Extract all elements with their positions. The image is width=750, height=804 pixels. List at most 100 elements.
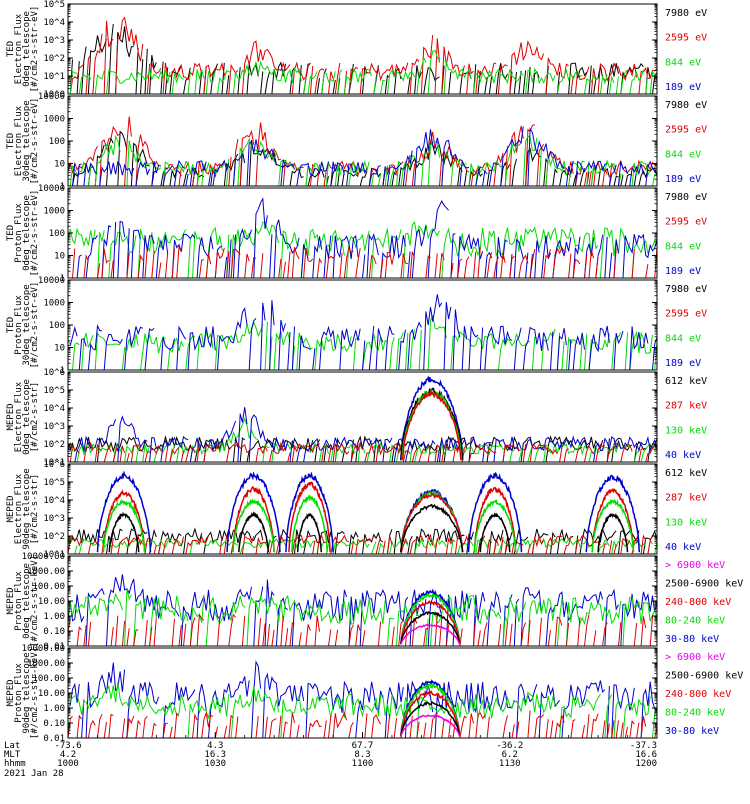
y-axis-label: TED xyxy=(6,41,16,57)
y-tick-label: 10 xyxy=(54,160,65,170)
dome-red xyxy=(400,600,461,645)
y-axis-label: Proton Flux xyxy=(14,663,24,723)
series-blue-trace xyxy=(68,574,657,646)
x-tick-label-lat: 4.3 xyxy=(207,741,223,751)
legend-entry: 130 keV xyxy=(665,517,707,528)
legend-entry: 240-800 keV xyxy=(665,597,731,608)
y-axis-label: MEPED xyxy=(6,587,16,614)
y-tick-label: 1.00 xyxy=(43,612,65,622)
y-axis-label: MEPED xyxy=(6,403,16,430)
panel-frame xyxy=(67,279,658,371)
dome-blue xyxy=(585,474,641,553)
y-axis-label: [#/cm2-s-str-eV] xyxy=(30,190,40,277)
y-tick-label: 10^5 xyxy=(43,386,65,396)
dome-green xyxy=(400,682,461,737)
y-axis-label: [#/cm2-s-str-eV] xyxy=(30,98,40,185)
dome-blue xyxy=(467,471,523,553)
legend-entry: 287 keV xyxy=(665,401,707,412)
y-tick-label: 10 xyxy=(54,252,65,262)
legend-entry: 80-240 keV xyxy=(665,708,725,719)
y-tick-label: 1000 xyxy=(43,207,65,217)
legend-entry: 7980 eV xyxy=(665,192,707,203)
panel-meped-proton-90deg: 0.01 0.10 1.00 10.00 100.00 1000.00 10000.00 ME… xyxy=(6,644,743,744)
y-tick-label: 10^2 xyxy=(43,54,65,64)
series-blue-trace xyxy=(68,294,657,370)
series-red-trace xyxy=(68,710,657,738)
panel-data xyxy=(68,660,657,738)
series-red-trace xyxy=(68,116,657,186)
legend-entry: 30-80 keV xyxy=(665,634,719,645)
x-tick-label-hhmm: 1000 xyxy=(57,759,79,769)
y-tick-label: 1 xyxy=(60,182,65,192)
dome-red xyxy=(102,488,146,553)
legend-entry: 189 eV xyxy=(665,266,701,277)
dome-black xyxy=(400,611,461,645)
legend-entry: 2500-6900 keV xyxy=(665,579,743,590)
x-tick-label-hhmm: 1200 xyxy=(635,759,657,769)
panel-data xyxy=(68,470,657,554)
y-axis-label: [#/cm2-s-str] xyxy=(30,382,40,452)
y-axis-label: [#/cm2-s-str-keV] xyxy=(30,555,40,647)
y-axis-label: TED xyxy=(6,225,16,241)
y-tick-label: 10^6 xyxy=(43,460,65,470)
y-tick-label: 0.10 xyxy=(43,719,65,729)
series-green-trace xyxy=(68,682,657,738)
series-green-trace xyxy=(69,49,657,94)
y-axis-label: Electron Flux xyxy=(14,13,24,84)
dome-red xyxy=(401,389,462,461)
y-tick-label: 100.00 xyxy=(32,582,65,592)
y-tick-label: 10^5 xyxy=(43,0,65,10)
y-axis-label: MEPED xyxy=(6,679,16,706)
panel-data xyxy=(69,16,657,94)
y-tick-label: 10000 xyxy=(38,184,65,194)
y-axis-label: Proton Flux xyxy=(14,203,24,263)
y-axis-label: Proton Flux xyxy=(14,571,24,631)
panel-meped-proton-0deg: 0.01 0.10 1.00 10.00 100.00 1000.00 10000.00 ME… xyxy=(6,552,743,652)
legend-entry: 287 keV xyxy=(665,493,707,504)
series-red-trace xyxy=(72,244,657,278)
y-axis-label: 90deg telescope xyxy=(22,652,32,733)
legend-entry: 130 keV xyxy=(665,425,707,436)
y-axis-label: MEPED xyxy=(6,495,16,522)
y-tick-label: 10000 xyxy=(38,92,65,102)
y-tick-label: 1000.00 xyxy=(27,659,65,669)
dome-black xyxy=(238,511,270,553)
legend-entry: 40 keV xyxy=(665,450,701,461)
y-tick-label: 0.01 xyxy=(43,642,65,652)
y-tick-label: 10^2 xyxy=(43,532,65,542)
panel-data xyxy=(68,197,657,278)
panel-frame xyxy=(67,463,658,555)
y-tick-label: 10000 xyxy=(38,276,65,286)
dome-green xyxy=(400,592,461,645)
y-axis-label: 0deg telescope xyxy=(22,11,32,87)
y-tick-label: 10^0 xyxy=(43,90,65,100)
dome-black xyxy=(400,387,464,461)
y-tick-label: 10^6 xyxy=(43,368,65,378)
panel-frame xyxy=(67,187,658,279)
legend-entry: 844 eV xyxy=(665,241,701,252)
x-tick-label-hhmm: 1030 xyxy=(204,759,226,769)
y-tick-label: 10^3 xyxy=(43,422,65,432)
x-tick-label-mlt: 4.2 xyxy=(60,750,76,760)
dome-red xyxy=(400,491,464,553)
y-axis-label: Electron Flux xyxy=(14,473,24,544)
y-tick-label: 10^1 xyxy=(43,72,65,82)
dome-red xyxy=(232,486,275,553)
legend-entry: 240-800 keV xyxy=(665,689,731,700)
x-row-label: MLT xyxy=(4,750,21,760)
dome-green xyxy=(473,499,517,553)
legend-entry: 2595 eV xyxy=(665,125,707,136)
dome-black xyxy=(479,512,511,553)
legend-entry: 2595 eV xyxy=(665,217,707,228)
y-axis-label: 0deg telescope xyxy=(22,563,32,639)
y-axis-label: [#/cm2-s-str-eV] xyxy=(30,6,40,93)
series-blue-trace xyxy=(68,660,657,738)
dome-blue xyxy=(226,471,281,553)
dome-magenta xyxy=(400,623,461,645)
legend-entry: 189 eV xyxy=(665,358,701,369)
